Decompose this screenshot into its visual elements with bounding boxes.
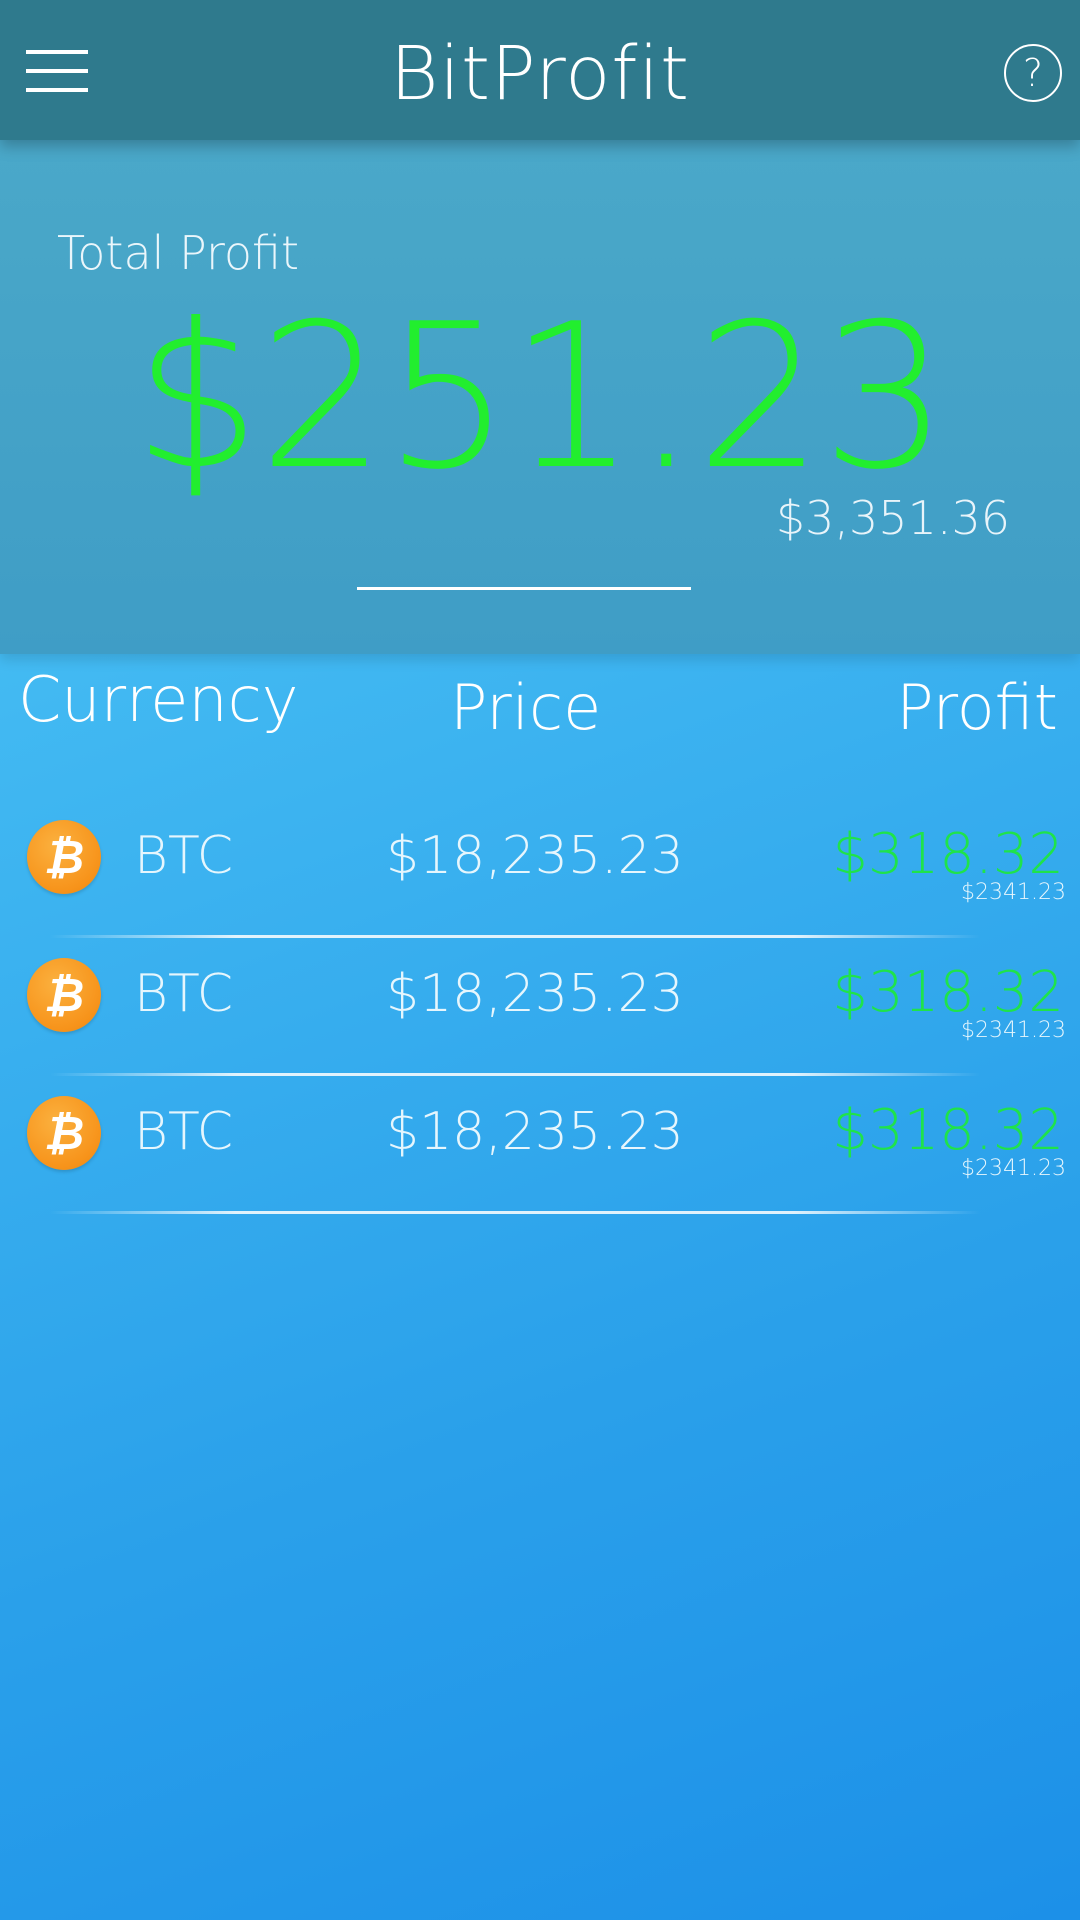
menu-bar <box>26 69 88 73</box>
currency-symbol: BTC <box>134 1102 234 1162</box>
currency-profit: $318.32 <box>832 1098 1064 1163</box>
summary-divider <box>357 587 691 590</box>
currency-row[interactable]: ₿ BTC $18,235.23 $318.32 $2341.23 <box>0 938 1080 1076</box>
currency-symbol: BTC <box>134 826 234 886</box>
currency-price: $18,235.23 <box>386 826 684 886</box>
column-header-profit[interactable]: Profit <box>896 671 1058 744</box>
help-icon[interactable]: ? <box>1004 44 1062 102</box>
bitcoin-icon: ₿ <box>27 1096 101 1170</box>
currency-price: $18,235.23 <box>386 1102 684 1162</box>
row-divider <box>50 1073 980 1076</box>
total-holdings-value: $3,351.36 <box>775 491 1010 545</box>
currency-profit: $318.32 <box>832 960 1064 1025</box>
total-profit-label: Total Profit <box>57 226 300 280</box>
currency-row[interactable]: ₿ BTC $18,235.23 $318.32 $2341.23 <box>0 1076 1080 1214</box>
column-header-currency[interactable]: Currency <box>18 663 299 736</box>
app-header: BitProfit ? <box>0 0 1080 140</box>
row-divider <box>50 935 980 938</box>
currency-holding-value: $2341.23 <box>961 1018 1066 1043</box>
hamburger-menu-icon[interactable] <box>26 50 88 94</box>
column-header-price[interactable]: Price <box>450 671 602 744</box>
total-profit-panel: Total Profit $251.23 $3,351.36 <box>0 140 1080 654</box>
total-profit-value: $251.23 <box>133 281 948 514</box>
row-divider <box>50 1211 980 1214</box>
currency-holding-value: $2341.23 <box>961 880 1066 905</box>
currency-holding-value: $2341.23 <box>961 1156 1066 1181</box>
bitcoin-icon: ₿ <box>27 820 101 894</box>
menu-bar <box>26 50 88 54</box>
currency-price: $18,235.23 <box>386 964 684 1024</box>
bitcoin-icon: ₿ <box>27 958 101 1032</box>
currency-profit: $318.32 <box>832 822 1064 887</box>
menu-bar <box>26 88 88 92</box>
currency-symbol: BTC <box>134 964 234 1024</box>
currency-row[interactable]: ₿ BTC $18,235.23 $318.32 $2341.23 <box>0 800 1080 938</box>
app-title: BitProfit <box>389 31 691 117</box>
